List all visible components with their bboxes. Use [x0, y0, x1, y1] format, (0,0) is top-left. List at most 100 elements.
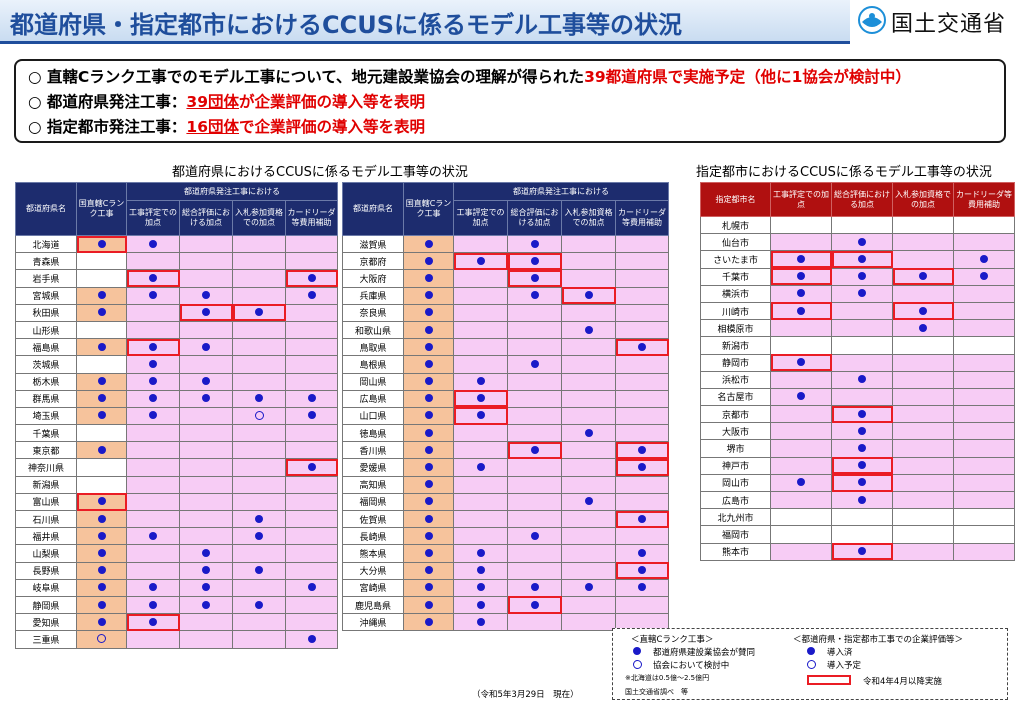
status-cell — [232, 561, 286, 580]
summary-line-1: ○ 直轄Cランク工事でのモデル工事について、地元建設業協会の理解が得られた39都… — [28, 65, 992, 90]
status-cell — [892, 215, 954, 235]
status-cell — [615, 492, 669, 512]
status-cell — [615, 509, 669, 529]
city-name: 川崎市 — [700, 301, 771, 321]
filled-dot-icon — [858, 461, 866, 470]
status-cell — [831, 387, 893, 407]
status-cell — [285, 475, 338, 494]
status-cell — [770, 353, 832, 372]
status-cell — [892, 319, 954, 338]
direct-cell — [76, 320, 127, 340]
direct-cell — [76, 389, 127, 408]
status-cell — [892, 422, 954, 441]
status-cell — [615, 303, 669, 322]
direct-cell — [76, 441, 127, 460]
status-cell — [770, 370, 832, 389]
status-cell — [770, 473, 832, 493]
city-name: 福岡市 — [700, 525, 771, 544]
status-cell — [507, 389, 562, 408]
status-cell — [561, 475, 616, 494]
status-cell — [285, 595, 338, 615]
status-cell — [507, 338, 562, 357]
status-cell — [453, 527, 508, 546]
table-row: 岩手県 — [15, 269, 338, 288]
filled-dot-icon — [149, 394, 157, 403]
prefecture-name: 高知県 — [342, 475, 404, 494]
summary-line-3-b: 16団体 — [186, 118, 239, 136]
filled-dot-icon — [530, 239, 539, 248]
status-cell — [126, 578, 180, 597]
status-cell — [285, 320, 338, 340]
status-cell — [507, 595, 562, 615]
status-cell — [615, 424, 669, 443]
filled-dot-icon — [638, 566, 646, 575]
direct-cell — [403, 252, 454, 271]
table-row: 山梨県 — [15, 544, 338, 563]
table-row: 石川県 — [15, 509, 338, 529]
col-header-pref-name: 都道府県名 — [15, 182, 77, 236]
legend-eval-rect-label: 令和4年4月以降実施 — [863, 677, 942, 687]
city-name: 岡山市 — [700, 473, 771, 493]
status-cell — [232, 355, 286, 374]
status-cell — [232, 458, 286, 477]
prefecture-name: 宮崎県 — [342, 578, 404, 597]
status-cell — [615, 406, 669, 426]
prefecture-name: 愛媛県 — [342, 458, 404, 477]
col-header-c4: カードリーダ等費用補助 — [285, 200, 338, 236]
filled-dot-icon — [149, 600, 157, 609]
status-cell — [285, 252, 338, 271]
status-cell — [453, 561, 508, 580]
summary-line-2-c: が企業評価の導入等を表明 — [239, 93, 426, 111]
filled-dot-icon — [424, 463, 433, 472]
status-cell — [892, 542, 954, 561]
status-cell — [507, 613, 562, 632]
status-cell — [126, 389, 180, 408]
status-cell — [953, 508, 1015, 527]
col-header-c2: 総合評価における加点 — [507, 200, 562, 236]
filled-dot-icon — [858, 409, 866, 418]
filled-dot-icon — [424, 428, 433, 437]
status-cell — [770, 319, 832, 338]
status-cell — [831, 301, 893, 321]
status-cell — [179, 441, 233, 460]
legend-ring-icon — [633, 660, 642, 669]
direct-cell — [403, 234, 454, 254]
status-cell — [561, 527, 616, 546]
prefecture-name: 奈良県 — [342, 303, 404, 322]
filled-dot-icon — [307, 634, 316, 643]
status-cell — [615, 320, 669, 340]
direct-cell — [403, 372, 454, 391]
filled-dot-icon — [97, 342, 106, 351]
prefecture-name: 群馬県 — [15, 389, 77, 408]
prefecture-name: 神奈川県 — [15, 458, 77, 477]
status-cell — [232, 424, 286, 443]
city-name: さいたま市 — [700, 250, 771, 269]
filled-dot-icon — [584, 325, 593, 334]
prefecture-name: 京都府 — [342, 252, 404, 271]
status-cell — [561, 544, 616, 563]
status-cell — [770, 405, 832, 424]
table-row: 大阪市 — [700, 422, 1015, 441]
status-cell — [561, 286, 616, 305]
status-cell — [179, 613, 233, 632]
status-cell — [615, 389, 669, 408]
table-row: 埼玉県 — [15, 406, 338, 426]
prefecture-name: 鳥取県 — [342, 338, 404, 357]
status-cell — [126, 613, 180, 632]
status-cell — [561, 441, 616, 460]
direct-cell — [403, 320, 454, 340]
filled-dot-icon — [149, 583, 157, 592]
filled-dot-icon — [149, 617, 157, 626]
prefecture-rows-left: 北海道 青森県 岩手県 宮城県 秋田県 山形県 福島県 茨城県 栃木県 群馬県 埼玉県 千葉県 東京都神… — [15, 234, 338, 649]
filled-dot-icon — [149, 342, 157, 351]
status-cell — [615, 286, 669, 305]
filled-dot-icon — [476, 256, 485, 265]
status-cell — [126, 355, 180, 374]
filled-dot-icon — [476, 548, 485, 557]
summary-line-2-b: 39団体 — [186, 93, 239, 111]
filled-dot-icon — [858, 289, 866, 298]
table-row: 大分県 — [342, 561, 669, 580]
status-cell — [507, 303, 562, 322]
hollow-dot-icon — [97, 634, 106, 644]
table-row: 東京都 — [15, 441, 338, 460]
